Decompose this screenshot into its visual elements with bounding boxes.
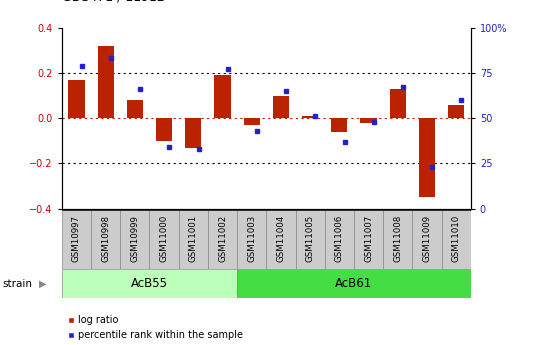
Text: AcB61: AcB61: [335, 277, 372, 290]
Text: GSM11007: GSM11007: [364, 215, 373, 263]
Bar: [91, 210, 121, 269]
Text: GDS471 / 11912: GDS471 / 11912: [62, 0, 165, 3]
Text: GSM11000: GSM11000: [160, 215, 168, 263]
Text: GSM11006: GSM11006: [335, 215, 344, 263]
Text: GSM10998: GSM10998: [101, 215, 110, 262]
Text: GSM11005: GSM11005: [306, 215, 315, 263]
Text: GSM11008: GSM11008: [393, 215, 402, 263]
Bar: [121, 210, 150, 269]
Bar: [237, 210, 266, 269]
Bar: [244, 118, 260, 125]
Bar: [156, 118, 172, 141]
Text: strain: strain: [3, 279, 33, 289]
Bar: [442, 210, 471, 269]
Legend: log ratio, percentile rank within the sample: log ratio, percentile rank within the sa…: [67, 315, 243, 340]
Bar: [302, 116, 318, 118]
Bar: [448, 105, 464, 118]
Bar: [390, 89, 406, 118]
Bar: [295, 210, 325, 269]
Bar: [383, 210, 412, 269]
Bar: [354, 210, 383, 269]
Bar: [360, 118, 377, 123]
Bar: [215, 75, 230, 118]
Bar: [419, 118, 435, 197]
Bar: [68, 80, 84, 118]
Bar: [412, 210, 442, 269]
Bar: [331, 118, 348, 132]
Bar: [237, 269, 471, 298]
Text: ▶: ▶: [39, 279, 46, 289]
Bar: [179, 210, 208, 269]
Text: GSM11003: GSM11003: [247, 215, 256, 263]
Text: AcB55: AcB55: [131, 277, 168, 290]
Bar: [127, 100, 143, 118]
Text: GSM11004: GSM11004: [277, 215, 286, 263]
Bar: [208, 210, 237, 269]
Text: GSM11001: GSM11001: [189, 215, 198, 263]
Text: GSM11010: GSM11010: [451, 215, 461, 263]
Bar: [266, 210, 295, 269]
Bar: [150, 210, 179, 269]
Text: GSM11002: GSM11002: [218, 215, 227, 263]
Text: GSM11009: GSM11009: [422, 215, 431, 262]
Bar: [185, 118, 201, 148]
Bar: [98, 46, 114, 118]
Bar: [273, 96, 289, 118]
Bar: [62, 269, 237, 298]
Text: GSM10997: GSM10997: [72, 215, 81, 262]
Bar: [325, 210, 354, 269]
Text: GSM10999: GSM10999: [130, 215, 139, 262]
Bar: [62, 210, 91, 269]
